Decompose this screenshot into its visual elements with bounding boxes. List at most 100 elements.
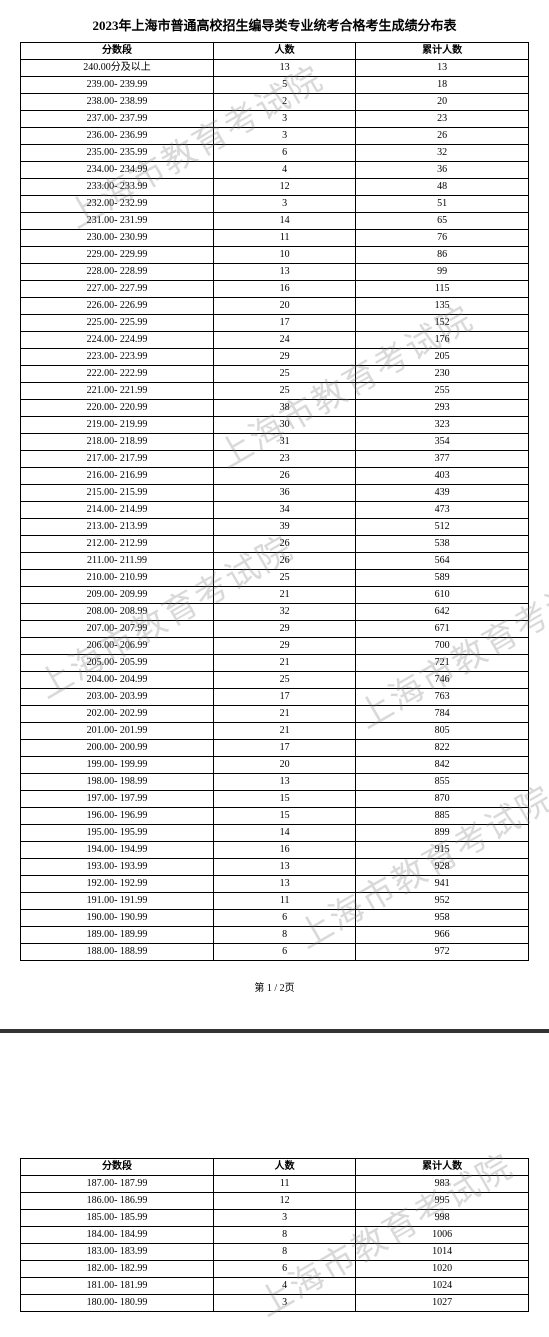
cell-count: 38 <box>214 400 356 417</box>
cell-count: 15 <box>214 791 356 808</box>
cell-range: 182.00- 182.99 <box>21 1261 214 1278</box>
table-row: 181.00- 181.9941024 <box>21 1278 529 1295</box>
cell-range: 231.00- 231.99 <box>21 213 214 230</box>
cell-count: 26 <box>214 553 356 570</box>
page-1: 2023年上海市普通高校招生编导类专业统考合格考生成绩分布表 分数段 人数 累计… <box>0 0 549 1019</box>
cell-cumulative: 439 <box>356 485 529 502</box>
cell-range: 202.00- 202.99 <box>21 706 214 723</box>
cell-cumulative: 642 <box>356 604 529 621</box>
table-row: 193.00- 193.9913928 <box>21 859 529 876</box>
table-row: 205.00- 205.9921721 <box>21 655 529 672</box>
cell-cumulative: 763 <box>356 689 529 706</box>
cell-cumulative: 99 <box>356 264 529 281</box>
table-row: 209.00- 209.9921610 <box>21 587 529 604</box>
cell-cumulative: 721 <box>356 655 529 672</box>
cell-cumulative: 51 <box>356 196 529 213</box>
cell-count: 39 <box>214 519 356 536</box>
table-row: 207.00- 207.9929671 <box>21 621 529 638</box>
cell-range: 216.00- 216.99 <box>21 468 214 485</box>
cell-count: 16 <box>214 842 356 859</box>
cell-range: 222.00- 222.99 <box>21 366 214 383</box>
cell-cumulative: 354 <box>356 434 529 451</box>
cell-range: 180.00- 180.99 <box>21 1295 214 1312</box>
cell-count: 25 <box>214 570 356 587</box>
cell-count: 13 <box>214 774 356 791</box>
table-row: 201.00- 201.9921805 <box>21 723 529 740</box>
cell-range: 229.00- 229.99 <box>21 247 214 264</box>
cell-range: 191.00- 191.99 <box>21 893 214 910</box>
cell-range: 235.00- 235.99 <box>21 145 214 162</box>
cell-cumulative: 998 <box>356 1210 529 1227</box>
cell-range: 197.00- 197.99 <box>21 791 214 808</box>
cell-range: 221.00- 221.99 <box>21 383 214 400</box>
col-header-count: 人数 <box>214 43 356 60</box>
table-row: 183.00- 183.9981014 <box>21 1244 529 1261</box>
cell-range: 212.00- 212.99 <box>21 536 214 553</box>
cell-range: 194.00- 194.99 <box>21 842 214 859</box>
cell-range: 187.00- 187.99 <box>21 1176 214 1193</box>
cell-range: 215.00- 215.99 <box>21 485 214 502</box>
cell-cumulative: 972 <box>356 944 529 961</box>
cell-range: 230.00- 230.99 <box>21 230 214 247</box>
cell-count: 23 <box>214 451 356 468</box>
page-footer: 第 1 / 2页 <box>20 979 529 994</box>
cell-range: 184.00- 184.99 <box>21 1227 214 1244</box>
cell-range: 227.00- 227.99 <box>21 281 214 298</box>
cell-count: 11 <box>214 893 356 910</box>
cell-count: 10 <box>214 247 356 264</box>
cell-cumulative: 700 <box>356 638 529 655</box>
table-row: 231.00- 231.991465 <box>21 213 529 230</box>
cell-range: 203.00- 203.99 <box>21 689 214 706</box>
table-row: 190.00- 190.996958 <box>21 910 529 927</box>
cell-range: 211.00- 211.99 <box>21 553 214 570</box>
cell-cumulative: 958 <box>356 910 529 927</box>
cell-range: 186.00- 186.99 <box>21 1193 214 1210</box>
cell-cumulative: 1020 <box>356 1261 529 1278</box>
cell-cumulative: 928 <box>356 859 529 876</box>
cell-cumulative: 76 <box>356 230 529 247</box>
cell-count: 29 <box>214 349 356 366</box>
table-row: 227.00- 227.9916115 <box>21 281 529 298</box>
cell-count: 3 <box>214 196 356 213</box>
table-row: 199.00- 199.9920842 <box>21 757 529 774</box>
col-header-cumulative: 累计人数 <box>356 1159 529 1176</box>
cell-count: 6 <box>214 910 356 927</box>
cell-cumulative: 784 <box>356 706 529 723</box>
cell-count: 2 <box>214 94 356 111</box>
table-row: 226.00- 226.9920135 <box>21 298 529 315</box>
page-gap <box>0 1033 549 1148</box>
cell-count: 5 <box>214 77 356 94</box>
table-row: 223.00- 223.9929205 <box>21 349 529 366</box>
table-row: 225.00- 225.9917152 <box>21 315 529 332</box>
cell-range: 204.00- 204.99 <box>21 672 214 689</box>
table-row: 237.00- 237.99323 <box>21 111 529 128</box>
cell-cumulative: 899 <box>356 825 529 842</box>
table-row: 191.00- 191.9911952 <box>21 893 529 910</box>
cell-range: 239.00- 239.99 <box>21 77 214 94</box>
table-row: 208.00- 208.9932642 <box>21 604 529 621</box>
cell-count: 13 <box>214 264 356 281</box>
cell-count: 4 <box>214 1278 356 1295</box>
table-head-2: 分数段 人数 累计人数 <box>21 1159 529 1176</box>
table-row: 217.00- 217.9923377 <box>21 451 529 468</box>
table-row: 222.00- 222.9925230 <box>21 366 529 383</box>
cell-cumulative: 1024 <box>356 1278 529 1295</box>
table-row: 215.00- 215.9936439 <box>21 485 529 502</box>
table-row: 229.00- 229.991086 <box>21 247 529 264</box>
table-row: 210.00- 210.9925589 <box>21 570 529 587</box>
cell-range: 188.00- 188.99 <box>21 944 214 961</box>
cell-cumulative: 20 <box>356 94 529 111</box>
cell-count: 21 <box>214 587 356 604</box>
table-row: 180.00- 180.9931027 <box>21 1295 529 1312</box>
cell-range: 192.00- 192.99 <box>21 876 214 893</box>
cell-count: 13 <box>214 876 356 893</box>
cell-range: 218.00- 218.99 <box>21 434 214 451</box>
cell-range: 214.00- 214.99 <box>21 502 214 519</box>
table-row: 197.00- 197.9915870 <box>21 791 529 808</box>
table-row: 195.00- 195.9914899 <box>21 825 529 842</box>
table-row: 213.00- 213.9939512 <box>21 519 529 536</box>
table-row: 196.00- 196.9915885 <box>21 808 529 825</box>
cell-count: 26 <box>214 536 356 553</box>
cell-cumulative: 822 <box>356 740 529 757</box>
cell-range: 199.00- 199.99 <box>21 757 214 774</box>
